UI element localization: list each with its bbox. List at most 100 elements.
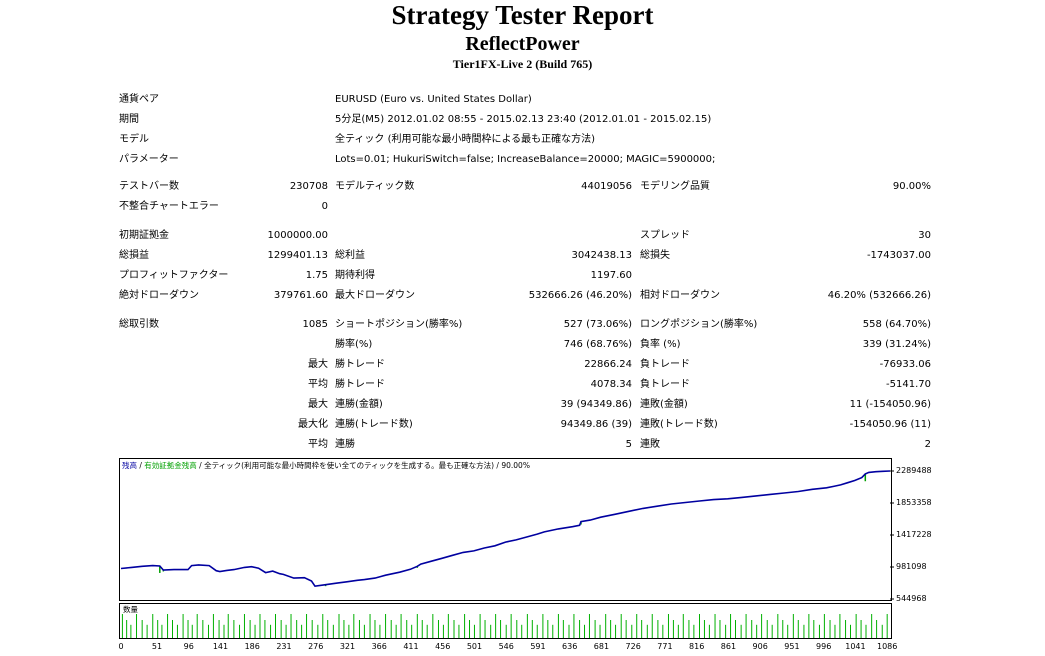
maximal-label: 最大化 (298, 419, 328, 430)
mismatch-label: 不整合チャートエラー (119, 201, 219, 212)
short-positions-value: 527 (73.06%) (563, 319, 632, 330)
long-positions-value: 558 (64.70%) (862, 319, 931, 330)
loss-pct-value: 339 (31.24%) (862, 339, 931, 350)
expected-payoff-value: 1197.60 (590, 270, 632, 281)
expert-name: ReflectPower (465, 33, 580, 55)
volume-label: 数量 (123, 605, 138, 614)
x-tick-label: 681 (593, 642, 610, 651)
x-tick-label: 816 (689, 642, 705, 651)
largest-win-label: 勝トレード (335, 359, 385, 370)
long-positions-label: ロングポジション(勝率%) (640, 319, 758, 330)
expected-payoff-label: 期待利得 (335, 270, 375, 281)
average-consec-label: 平均 (308, 439, 328, 450)
bars-label: テストバー数 (119, 181, 179, 192)
x-tick-label: 51 (151, 642, 163, 651)
net-profit-value: 1299401.13 (267, 250, 328, 261)
setting-params-value: Lots=0.01; HukuriSwitch=false; IncreaseB… (335, 154, 716, 165)
x-tick-label: 186 (244, 642, 260, 651)
deposit-value: 1000000.00 (267, 230, 328, 241)
consec-wins-label: 連勝(金額) (335, 399, 383, 410)
largest-win-value: 22866.24 (584, 359, 632, 370)
max-consec-profit-value: 94349.86 (39) (560, 419, 632, 430)
setting-params-label: パラメーター (119, 154, 179, 165)
ticks-value: 44019056 (581, 181, 632, 192)
quality-label: モデリング品質 (640, 181, 710, 192)
y-tick-label: 981098 (896, 562, 927, 571)
rel-drawdown-value: 46.20% (532666.26) (827, 290, 931, 301)
consec-losses-value: 11 (-154050.96) (849, 399, 931, 410)
avg-consec-wins-label: 連勝 (335, 439, 355, 450)
report-title: Strategy Tester Report (391, 0, 654, 30)
x-tick-label: 996 (816, 642, 832, 651)
x-tick-label: 321 (339, 642, 356, 651)
x-tick-label: 0 (118, 642, 124, 651)
avg-consec-losses-value: 2 (924, 439, 931, 450)
win-pct-value: 746 (68.76%) (563, 339, 632, 350)
loss-pct-label: 負率 (%) (640, 339, 681, 350)
max-drawdown-value: 532666.26 (46.20%) (528, 290, 632, 301)
legend-model: 全ティック(利用可能な最小時間枠を使い全てのティックを生成する。最も正確な方法) (204, 461, 495, 470)
mismatch-value: 0 (321, 201, 328, 212)
total-trades-value: 1085 (302, 319, 328, 330)
setting-period-value: 5分足(M5) 2012.01.02 08:55 - 2015.02.13 23… (335, 114, 712, 125)
largest-loss-value: -76933.06 (879, 359, 931, 370)
consec-wins-value: 39 (94349.86) (560, 399, 632, 410)
gross-loss-label: 総損失 (640, 250, 670, 261)
x-tick-label: 726 (625, 642, 641, 651)
maximum-label: 最大 (308, 399, 328, 410)
legend-separator: / (494, 461, 502, 470)
max-drawdown-label: 最大ドローダウン (335, 290, 415, 301)
net-profit-label: 総損益 (119, 250, 149, 261)
avg-loss-value: -5141.70 (886, 379, 931, 390)
bars-value: 230708 (289, 181, 328, 192)
avg-loss-label: 負トレード (640, 379, 690, 390)
profit-factor-label: プロフィットファクター (119, 270, 229, 281)
x-tick-label: 456 (435, 642, 451, 651)
x-tick-label: 906 (752, 642, 768, 651)
rel-drawdown-label: 相対ドローダウン (640, 290, 720, 301)
volume-chart-frame (119, 603, 892, 639)
avg-win-label: 勝トレード (335, 379, 385, 390)
spread-value: 30 (918, 230, 931, 241)
legend-balance: 残高 (122, 461, 137, 470)
avg-consec-wins-value: 5 (625, 439, 632, 450)
x-tick-label: 141 (212, 642, 229, 651)
avg-win-value: 4078.34 (590, 379, 632, 390)
consec-losses-label: 連敗(金額) (640, 399, 688, 410)
max-consec-profit-label: 連勝(トレード数) (335, 419, 413, 430)
x-tick-label: 951 (784, 642, 800, 651)
deposit-label: 初期証拠金 (119, 230, 169, 241)
setting-model-value: 全ティック (利用可能な最小時間枠による最も正確な方法) (335, 134, 596, 145)
total-trades-label: 総取引数 (119, 319, 159, 330)
x-tick-label: 861 (720, 642, 737, 651)
balance-line (120, 470, 891, 588)
x-tick-label: 591 (530, 642, 546, 651)
gross-profit-value: 3042438.13 (571, 250, 632, 261)
ticks-label: モデルティック数 (335, 181, 415, 192)
server-name: Tier1FX-Live 2 (Build 765) (452, 57, 593, 71)
setting-symbol-value: EURUSD (Euro vs. United States Dollar) (335, 94, 532, 105)
quality-value: 90.00% (892, 181, 931, 192)
x-tick-label: 231 (276, 642, 292, 651)
setting-symbol-label: 通貨ペア (119, 94, 159, 105)
gross-loss-value: -1743037.00 (866, 250, 931, 261)
x-tick-label: 1086 (876, 642, 898, 651)
legend-separator: / (196, 461, 205, 470)
chart-legend: 残高 / 有効証拠金残高 / 全ティック(利用可能な最小時間枠を使い全てのティッ… (122, 461, 530, 471)
largest-loss-label: 負トレード (640, 359, 690, 370)
x-tick-label: 366 (371, 642, 387, 651)
balance-chart-frame (119, 458, 892, 601)
x-tick-label: 276 (308, 642, 324, 651)
y-tick-label: 2289488 (896, 466, 932, 475)
x-tick-label: 411 (403, 642, 419, 651)
avg-consec-losses-label: 連敗 (640, 439, 660, 450)
legend-separator: / (137, 461, 145, 470)
y-tick-label: 1853358 (896, 498, 932, 507)
x-tick-label: 771 (657, 642, 673, 651)
setting-period-label: 期間 (119, 114, 139, 125)
legend-quality: 90.00% (501, 461, 530, 470)
largest-label: 最大 (308, 359, 328, 370)
win-pct-label: 勝率(%) (335, 339, 373, 350)
average-label: 平均 (308, 379, 328, 390)
